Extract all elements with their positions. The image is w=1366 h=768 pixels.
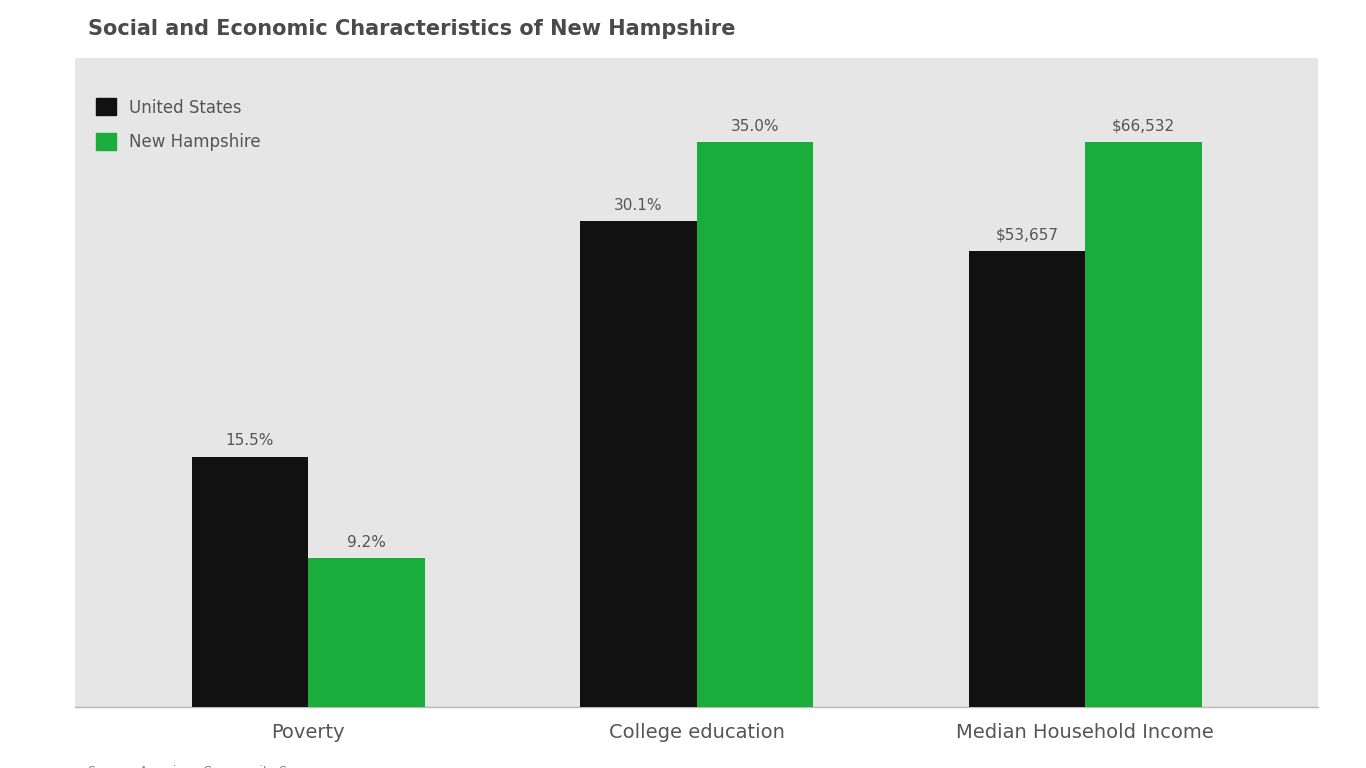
- Text: 30.1%: 30.1%: [615, 198, 663, 213]
- Text: Source: American Community Survey: Source: American Community Survey: [87, 765, 322, 768]
- Text: 9.2%: 9.2%: [347, 535, 387, 550]
- Bar: [697, 142, 813, 707]
- Text: 35.0%: 35.0%: [731, 119, 779, 134]
- Text: Social and Economic Characteristics of New Hampshire: Social and Economic Characteristics of N…: [87, 18, 735, 38]
- Legend: United States, New Hampshire: United States, New Hampshire: [96, 98, 261, 151]
- Bar: [1085, 142, 1202, 707]
- Text: 15.5%: 15.5%: [225, 433, 275, 448]
- Bar: [581, 221, 697, 707]
- Text: $66,532: $66,532: [1112, 119, 1175, 134]
- Bar: [309, 558, 425, 707]
- Bar: [968, 250, 1085, 707]
- Text: $53,657: $53,657: [996, 227, 1059, 242]
- Bar: [191, 456, 309, 707]
